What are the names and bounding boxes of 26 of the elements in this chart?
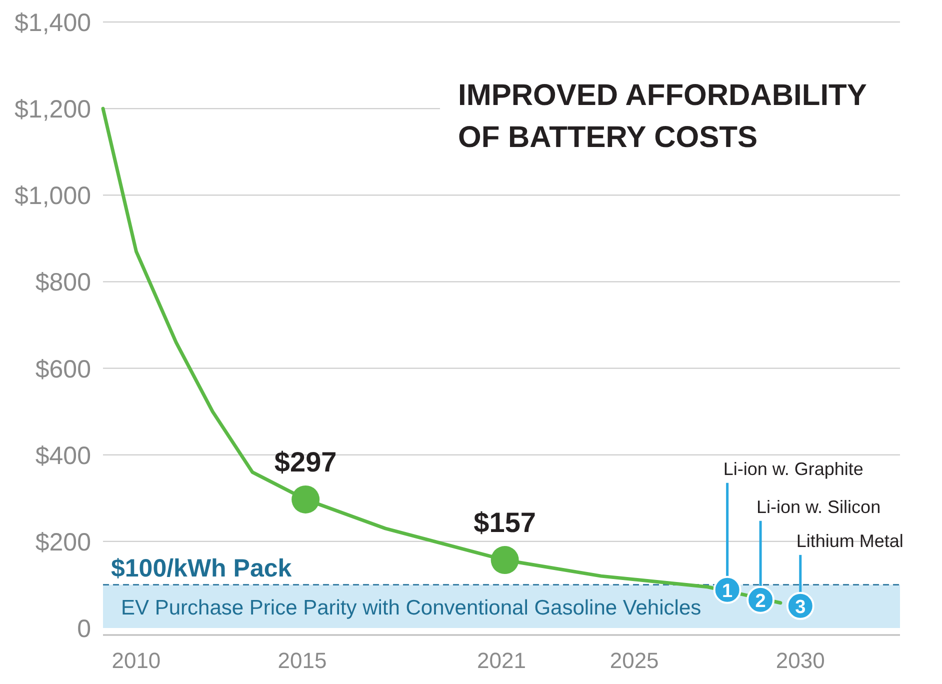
y-tick-label: 0: [77, 615, 91, 643]
y-tick-label: $1,200: [14, 96, 91, 124]
x-tick-label: 2015: [278, 648, 327, 673]
text: IMPROVED AFFORDABILITY OF BATTERY COSTS: [458, 79, 867, 154]
annotation: 3: [795, 596, 806, 618]
y-tick-label: $800: [35, 268, 91, 297]
x-tick-label: 2025: [610, 648, 659, 673]
band-label: EV Purchase Price Parity with Conventional Gasoline Vehicles: [121, 596, 702, 620]
y-tick-label: $1,000: [14, 182, 91, 210]
y-tick-label: $200: [35, 528, 91, 556]
annotation: Lithium Metal: [796, 530, 904, 551]
y-tick-label: $1,400: [14, 9, 91, 37]
y-tick-label: $400: [35, 442, 91, 470]
annotation: Li-ion w. Silicon: [756, 496, 881, 517]
annotation: Li-ion w. Graphite: [723, 458, 864, 479]
y-tick-label: $600: [35, 355, 91, 384]
point: [490, 546, 519, 574]
ref-line-label: $100/kWh Pack: [111, 554, 292, 583]
data-label: $157: [474, 507, 536, 538]
x-tick-label: 2030: [776, 648, 825, 673]
annotation: 1: [722, 580, 734, 602]
annotation: 2: [755, 590, 766, 612]
x-tick-label: 2010: [112, 648, 161, 673]
point: [292, 485, 320, 514]
x-tick-label: 2021: [477, 648, 526, 673]
data-label: $297: [274, 446, 337, 478]
